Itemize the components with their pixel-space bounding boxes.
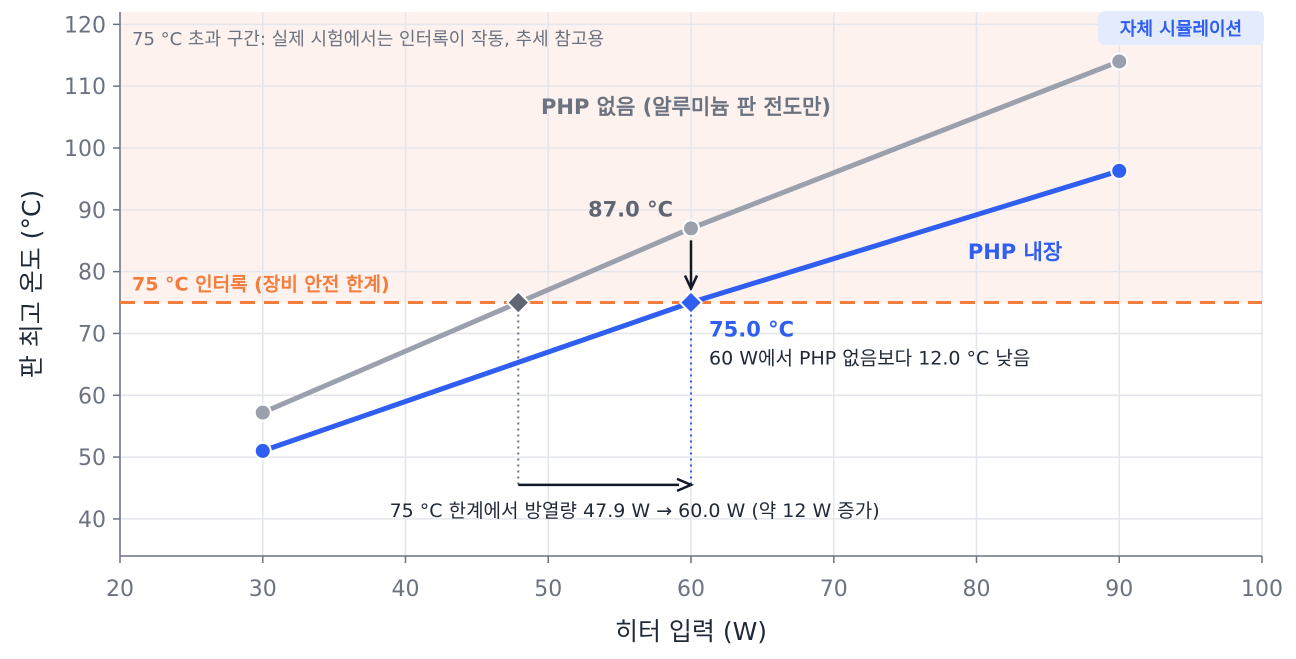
drop-arrow-head (683, 275, 699, 292)
label-87: 87.0 °C (588, 197, 673, 221)
gain-label: 75 °C 한계에서 방열량 47.9 W → 60.0 W (약 12 W 증… (390, 500, 880, 522)
data-point-no-php-60 (682, 219, 700, 238)
shaded-note: 75 °C 초과 구간: 실제 시험에서는 인터록이 작동, 추세 참고용 (132, 29, 604, 50)
label-75: 75.0 °C (709, 318, 794, 342)
data-point (1110, 161, 1129, 180)
labels: 75 °C 초과 구간: 실제 시험에서는 인터록이 작동, 추세 참고용 PHP… (132, 11, 1264, 370)
x-tick-label: 90 (1105, 577, 1133, 602)
x-tick-label: 40 (392, 577, 420, 602)
x-tick-label: 20 (106, 577, 134, 602)
series (253, 52, 1129, 460)
marker-no-php-limit (505, 290, 531, 315)
data-point (253, 403, 272, 422)
y-tick-label: 40 (78, 508, 106, 533)
y-tick-label: 100 (64, 137, 106, 162)
y-tick-label: 80 (78, 261, 106, 286)
guides: 75 °C 한계에서 방열량 47.9 W → 60.0 W (약 12 W 증… (390, 240, 880, 522)
y-axis-title: 판 최고 온도 (°C) (17, 190, 46, 378)
threshold-label: 75 °C 인터록 (장비 안전 한계) (132, 274, 390, 296)
label-75-sub: 60 W에서 PHP 없음보다 12.0 °C 낮음 (709, 348, 1030, 370)
x-axis-title: 히터 입력 (W) (615, 617, 767, 646)
gain-arrow-head (676, 477, 695, 493)
threshold: 75 °C 인터록 (장비 안전 한계) (120, 274, 1262, 305)
x-tick-label: 100 (1241, 577, 1283, 602)
x-tick-label: 30 (249, 577, 277, 602)
x-tick-label: 60 (677, 577, 705, 602)
badge-bg (1098, 11, 1264, 45)
y-tick-label: 90 (78, 199, 106, 224)
data-point (1110, 52, 1129, 71)
marker-php-60 (678, 290, 704, 315)
series-label-no-php: PHP 없음 (알루미늄 판 전도만) (541, 95, 831, 119)
axes: 20 30 40 50 60 70 80 90 100 40 50 60 70 80 90 100 110 120… (17, 12, 1283, 646)
y-tick-label: 110 (64, 75, 106, 100)
x-tick-label: 50 (534, 577, 562, 602)
badge-label: 자체 시뮬레이션 (1120, 19, 1242, 40)
y-tick-label: 60 (78, 384, 106, 409)
y-tick-label: 50 (78, 446, 106, 471)
x-tick-label: 80 (963, 577, 991, 602)
y-tick-label: 70 (78, 322, 106, 347)
y-tick-label: 120 (64, 13, 106, 38)
x-tick-label: 70 (820, 577, 848, 602)
series-label-php: PHP 내장 (968, 240, 1062, 264)
data-point (253, 441, 272, 460)
